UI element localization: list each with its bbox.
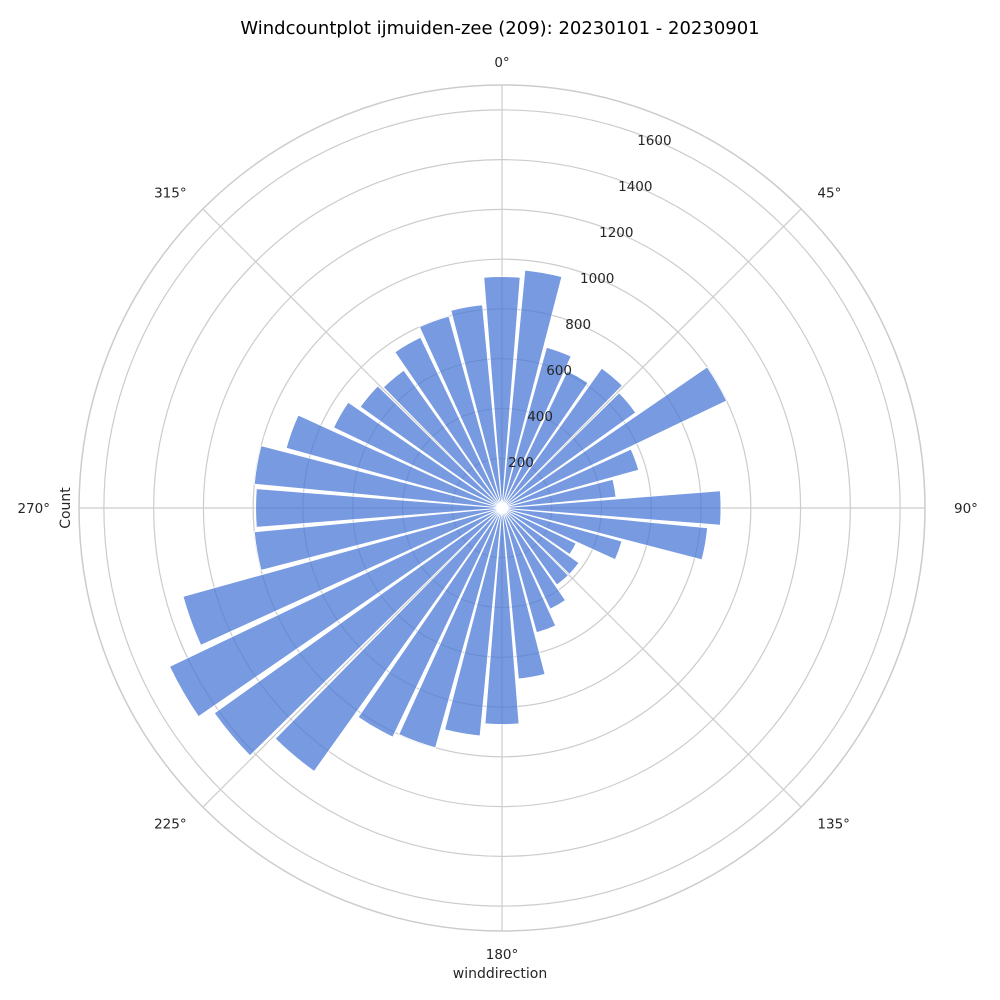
r-tick-label-400: 400	[527, 409, 553, 425]
wind-bar-260	[253, 507, 503, 571]
r-tick-label-1000: 1000	[580, 271, 614, 287]
wind-bar-330	[394, 336, 503, 509]
radial-grid-line-7	[202, 208, 503, 509]
wind-bar-10	[501, 269, 563, 509]
angle-tick-label-45: 45°	[817, 186, 841, 202]
radial-grid-line-5	[202, 507, 503, 808]
angle-tick-label-180: 180°	[486, 947, 519, 963]
angle-tick-label-0: 0°	[494, 55, 509, 71]
radial-grid-line-3	[501, 507, 802, 808]
wind-bar-340	[418, 315, 503, 509]
chart-title: Windcountplot ijmuiden-zee (209): 202301…	[240, 18, 759, 39]
angle-tick-label-135: 135°	[817, 816, 850, 832]
wind-bar-170	[501, 507, 546, 680]
wind-bar-100	[501, 507, 709, 561]
wind-bar-90	[501, 490, 722, 526]
wind-bar-190	[444, 507, 503, 737]
r-tick-label-600: 600	[546, 363, 572, 379]
angle-tick-label-315: 315°	[154, 186, 187, 202]
axis-labels: 200 400 600 800 1000 1200 1400 1600 0° 45° 90° 135°…	[17, 55, 977, 963]
wind-bar-20	[501, 346, 572, 509]
wind-bar-80	[501, 478, 617, 509]
wind-bar-200	[398, 507, 503, 749]
angle-tick-label-90: 90°	[954, 501, 978, 517]
wind-bar-120	[501, 507, 577, 556]
angle-tick-label-225: 225°	[154, 816, 187, 832]
wind-bar-220	[274, 507, 503, 772]
wind-bar-0	[483, 276, 521, 509]
r-tick-label-1600: 1600	[637, 133, 671, 149]
r-tick-label-1400: 1400	[618, 179, 652, 195]
wind-bar-40	[501, 367, 623, 509]
wind-bar-280	[253, 445, 503, 509]
wind-bar-30	[501, 370, 589, 509]
wind-bar-320	[382, 369, 503, 509]
x-axis-label: winddirection	[453, 966, 547, 982]
wind-bar-150	[501, 507, 566, 610]
wind-bar-350	[450, 304, 503, 509]
r-tick-label-800: 800	[565, 317, 591, 333]
wind-bar-270	[255, 488, 503, 528]
r-tick-label-1200: 1200	[599, 225, 633, 241]
wind-bar-210	[357, 507, 503, 738]
wind-bar-70	[501, 448, 640, 509]
wind-bar-50	[501, 392, 637, 509]
y-axis-label: Count	[58, 487, 74, 529]
wind-bar-240	[169, 507, 503, 718]
wind-bar-110	[501, 507, 623, 561]
wind-bar-130	[501, 507, 580, 575]
wind-bar-250	[182, 507, 503, 646]
wind-bar-290	[285, 414, 503, 509]
wind-bar-300	[333, 401, 503, 509]
wind-bar-60	[501, 366, 728, 509]
wind-bar-230	[213, 507, 503, 757]
bar-series	[169, 269, 728, 772]
wind-bar-310	[359, 385, 503, 509]
r-tick-label-200: 200	[508, 455, 534, 471]
radial-grid-line-1	[501, 208, 802, 509]
wind-bar-140	[501, 507, 569, 586]
angle-tick-label-270: 270°	[17, 501, 50, 517]
wind-bar-160	[501, 507, 557, 634]
wind-bar-180	[484, 507, 520, 725]
